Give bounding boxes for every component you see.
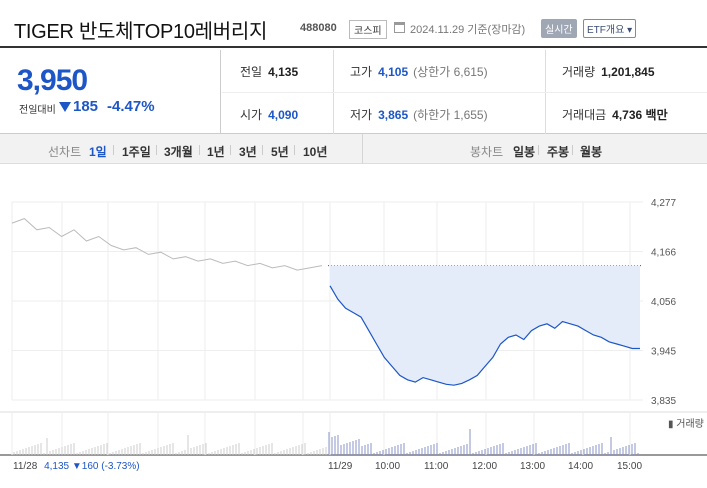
- period-3m[interactable]: 3개월: [164, 145, 193, 159]
- y-tick-label: 4,166: [651, 248, 676, 259]
- stat-prev-close: 전일 4,135: [240, 63, 298, 80]
- series-prev-day: [11, 218, 323, 271]
- prev-close-label: 전일: [240, 65, 263, 79]
- x-tick-label: 14:00: [568, 461, 594, 472]
- separator: [230, 145, 231, 155]
- x-tick-label: 12:00: [472, 461, 498, 472]
- y-tick-label: 3,835: [651, 396, 676, 407]
- period-1d[interactable]: 1일: [89, 145, 107, 159]
- calendar-icon: [394, 22, 405, 33]
- separator: [156, 145, 157, 155]
- x-tick-label: 13:00: [520, 461, 546, 472]
- y-tick-label: 3,945: [651, 347, 676, 358]
- as-of-date: 2024.11.29 기준(장마감): [410, 24, 526, 36]
- section-divider: [362, 134, 363, 164]
- y-tick-label: 4,056: [651, 297, 676, 308]
- prev-close-value: 4,135: [268, 65, 299, 79]
- x-tick-label: 11/29: [328, 461, 353, 472]
- high-value: 4,105: [378, 65, 409, 79]
- series-today: [329, 285, 640, 386]
- x-tick-label: 15:00: [617, 461, 643, 472]
- change-value: 185: [73, 98, 99, 115]
- current-price-box: 3,950 전일대비 185 -4.47%: [0, 50, 221, 134]
- change-percent: -4.47%: [107, 98, 155, 115]
- current-price: 3,950: [17, 64, 88, 97]
- header: TIGER 반도체TOP10레버리지 488080 코스피 2024.11.29…: [0, 0, 707, 48]
- stat-high: 고가 4,105 (상한가 6,615): [350, 63, 488, 80]
- price-summary: 3,950 전일대비 185 -4.47% 전일 4,135 시가 4,090 고가…: [0, 50, 707, 134]
- candle-daily[interactable]: 일봉: [513, 145, 536, 159]
- x-tick-label: 11:00: [424, 461, 449, 472]
- period-1y[interactable]: 1년: [207, 145, 225, 159]
- separator: [262, 145, 263, 155]
- realtime-button[interactable]: 실시간: [541, 19, 577, 38]
- prev-day-date: 11/28: [13, 461, 38, 472]
- high-label: 고가: [350, 65, 373, 79]
- separator: [538, 145, 539, 155]
- down-arrow-icon: [59, 102, 71, 112]
- stat-low: 저가 3,865 (하한가 1,655): [350, 106, 488, 123]
- separator: [294, 145, 295, 155]
- prev-day-summary: 4,135 ▼160 (-3.73%): [44, 461, 140, 472]
- change-label: 전일대비: [19, 105, 56, 116]
- x-tick-label: 10:00: [375, 461, 401, 472]
- period-3y[interactable]: 3년: [239, 145, 257, 159]
- separator: [199, 145, 200, 155]
- price-chart[interactable]: 4,277 4,166 4,056 3,945 3,835 ▮ 거래량: [0, 165, 707, 460]
- y-tick-label: 4,277: [651, 198, 676, 209]
- candle-chart-label: 봉차트: [470, 145, 504, 159]
- low-value: 3,865: [378, 108, 409, 122]
- lower-limit: (하한가 1,655): [413, 108, 488, 122]
- period-1w[interactable]: 1주일: [122, 145, 151, 159]
- period-bar: 선차트 1일 1주일 3개월 1년 3년 5년 10년 봉차트 일봉 주봉 월봉: [0, 134, 707, 164]
- upper-limit: (상한가 6,615): [413, 65, 488, 79]
- market-badge: 코스피: [349, 20, 387, 39]
- etf-overview-dropdown[interactable]: ETF개요 ▾: [583, 19, 637, 38]
- open-label: 시가: [240, 108, 263, 122]
- period-5y[interactable]: 5년: [271, 145, 289, 159]
- stat-volume: 거래량 1,201,845: [562, 63, 655, 80]
- candle-monthly[interactable]: 월봉: [580, 145, 603, 159]
- candle-weekly[interactable]: 주봉: [547, 145, 570, 159]
- line-chart-label: 선차트: [48, 145, 82, 159]
- stat-amount: 거래대금 4,736 백만: [562, 106, 668, 123]
- volume-value: 1,201,845: [601, 65, 655, 79]
- prev-day-footer: 11/28 4,135 ▼160 (-3.73%): [13, 461, 140, 472]
- stock-code: 488080: [300, 22, 337, 34]
- amount-label: 거래대금: [562, 108, 607, 122]
- period-10y[interactable]: 10년: [303, 145, 328, 159]
- volume-label: 거래량: [562, 65, 596, 79]
- page-title: TIGER 반도체TOP10레버리지: [14, 21, 268, 43]
- low-label: 저가: [350, 108, 373, 122]
- open-value: 4,090: [268, 108, 299, 122]
- amount-value: 4,736 백만: [612, 108, 668, 122]
- stat-open: 시가 4,090: [240, 106, 298, 123]
- separator: [572, 145, 573, 155]
- volume-legend: ▮ 거래량: [668, 418, 704, 430]
- separator: [113, 145, 114, 155]
- row-divider: [222, 92, 707, 93]
- series-today-area: [330, 265, 640, 386]
